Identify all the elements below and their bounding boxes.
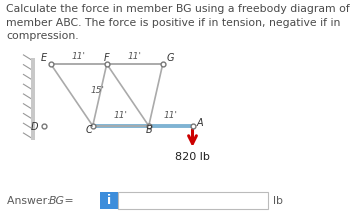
Text: BG: BG bbox=[48, 196, 64, 206]
Text: compression.: compression. bbox=[6, 31, 79, 41]
Text: 820 lb: 820 lb bbox=[175, 152, 210, 162]
Bar bbox=[31, 58, 35, 140]
Text: 11': 11' bbox=[72, 52, 86, 61]
Text: E: E bbox=[41, 53, 47, 62]
FancyBboxPatch shape bbox=[100, 192, 118, 209]
Text: F: F bbox=[104, 53, 110, 62]
Text: member ABC. The force is positive if in tension, negative if in: member ABC. The force is positive if in … bbox=[6, 18, 341, 28]
FancyBboxPatch shape bbox=[118, 192, 268, 209]
Text: i: i bbox=[107, 194, 111, 207]
Text: =: = bbox=[61, 196, 74, 206]
Text: 11': 11' bbox=[114, 111, 128, 120]
Text: B: B bbox=[145, 125, 152, 135]
Text: D: D bbox=[30, 122, 38, 132]
Text: lb: lb bbox=[273, 196, 283, 206]
Text: Calculate the force in member BG using a freebody diagram of the rigid: Calculate the force in member BG using a… bbox=[6, 4, 350, 14]
Text: Answer:: Answer: bbox=[7, 196, 54, 206]
Text: 11': 11' bbox=[128, 52, 142, 61]
Text: C: C bbox=[86, 125, 93, 135]
Text: A: A bbox=[197, 118, 203, 128]
Text: G: G bbox=[166, 53, 174, 62]
Text: 11': 11' bbox=[164, 111, 178, 120]
Text: 15': 15' bbox=[90, 85, 104, 95]
